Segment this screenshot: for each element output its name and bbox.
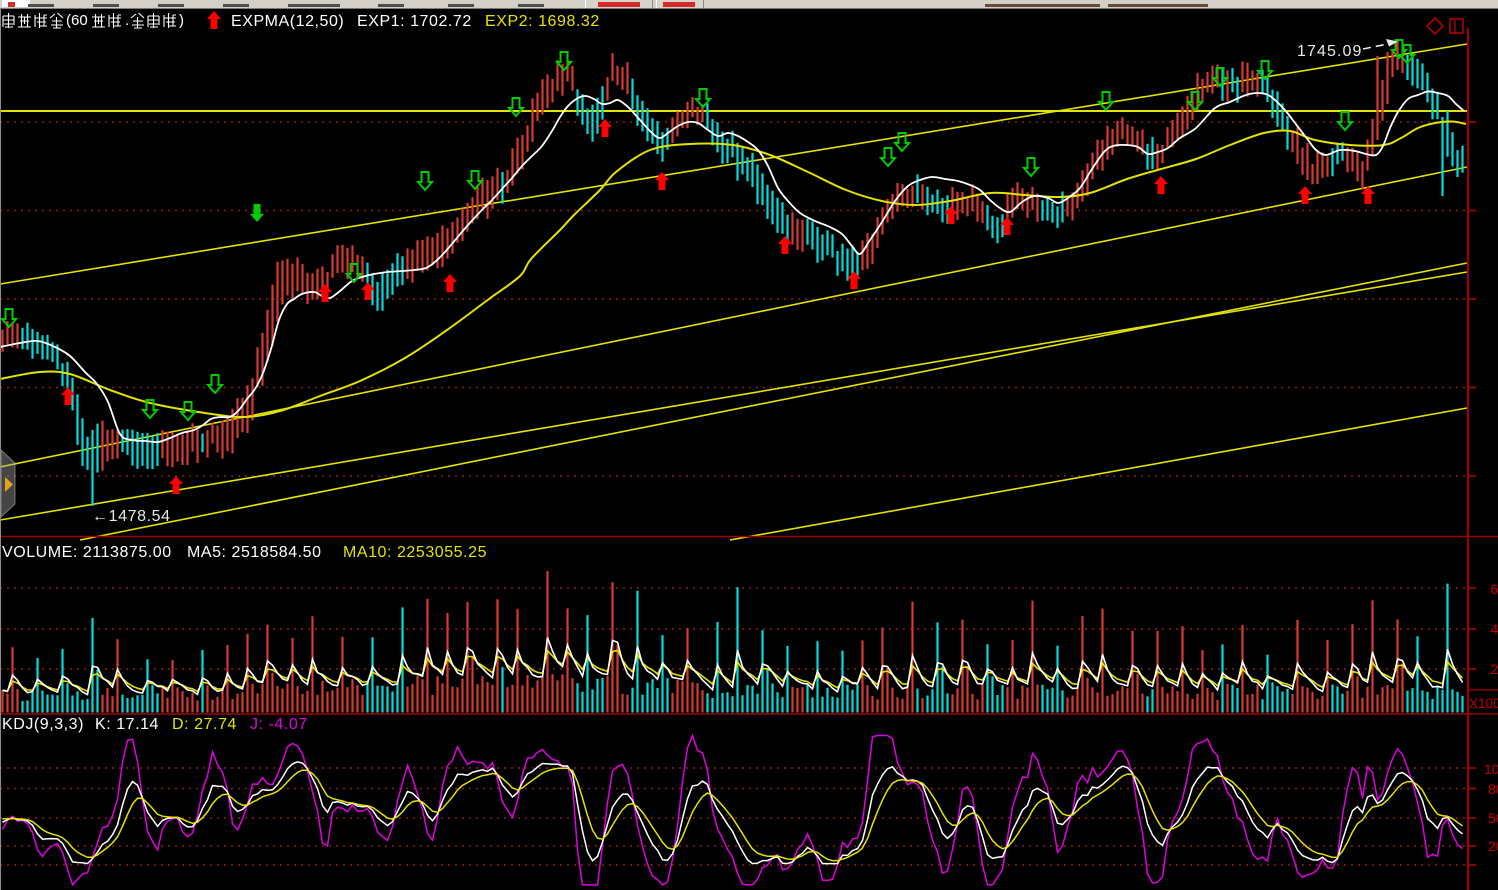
svg-text:100: 100 [1484,761,1498,777]
svg-text:(60: (60 [66,12,88,29]
svg-text:.: . [125,12,129,29]
svg-text:): ) [179,12,184,29]
svg-text:60: 60 [1491,581,1498,597]
svg-text:80: 80 [1488,781,1498,797]
svg-text:1745.09: 1745.09 [1297,43,1363,60]
svg-text:20: 20 [1491,661,1498,677]
svg-text:←1478.54: ←1478.54 [92,508,171,525]
svg-text:50: 50 [1488,810,1498,826]
svg-text:KDJ(9,3,3)K: 17.14D: 27.74J: -: KDJ(9,3,3) K: 17.14 D: 27.74 J: -4.07 [2,716,308,733]
svg-text:40: 40 [1491,621,1498,637]
svg-text:20: 20 [1488,838,1498,854]
svg-text:X10000: X10000 [1469,696,1498,711]
